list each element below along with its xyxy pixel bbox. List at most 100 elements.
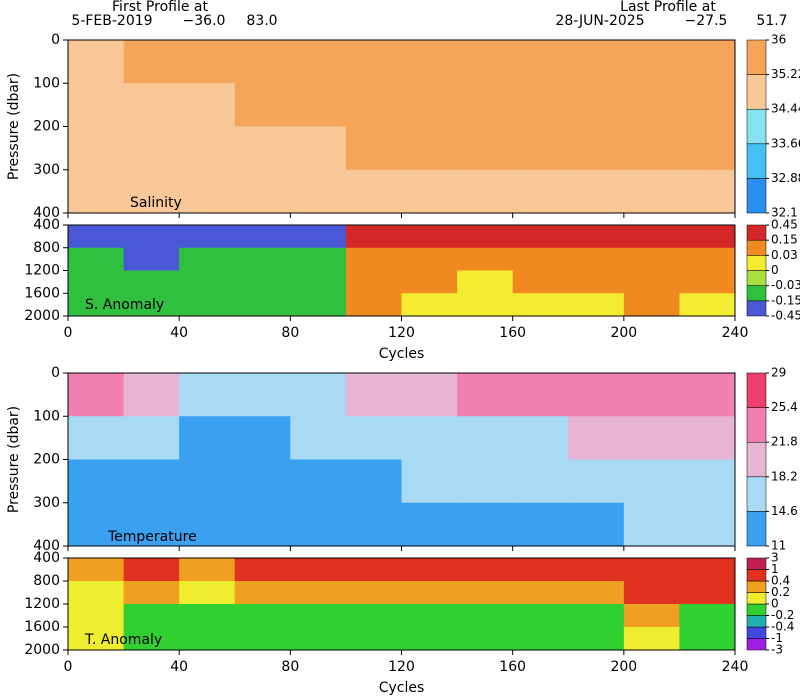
- cell: [512, 373, 569, 417]
- cell: [679, 40, 736, 84]
- cell: [179, 373, 236, 417]
- cell: [68, 459, 125, 504]
- cell: [68, 604, 125, 628]
- cell: [457, 247, 514, 271]
- y-tick-label: 800: [33, 573, 60, 589]
- colorbar-box: [746, 557, 767, 570]
- last-title: Last Profile at: [620, 0, 716, 15]
- cell: [179, 225, 236, 249]
- cell: [179, 416, 236, 460]
- cell: [345, 126, 402, 171]
- cell: [345, 558, 402, 582]
- colorbar-label: 18.2: [771, 469, 798, 483]
- cell: [123, 502, 180, 547]
- x-tick-label: 240: [722, 325, 749, 341]
- cell: [623, 502, 680, 547]
- last-lon: 51.7: [756, 13, 787, 29]
- colorbar-box: [746, 511, 767, 547]
- cell: [234, 373, 291, 417]
- y-tick-label: 1200: [24, 263, 60, 279]
- colorbar-box: [746, 178, 767, 214]
- cell: [568, 459, 625, 504]
- cell: [179, 558, 236, 582]
- cell: [290, 270, 347, 294]
- x-tick-label: 0: [64, 325, 73, 341]
- cell: [401, 270, 458, 294]
- cell: [623, 558, 680, 582]
- y-tick-label: 1200: [24, 596, 60, 612]
- colorbar-box: [746, 143, 767, 179]
- cell: [123, 247, 180, 271]
- colorbar-label: -0.45: [771, 309, 800, 323]
- cell: [290, 169, 347, 214]
- cell: [345, 40, 402, 84]
- colorbar-box: [746, 224, 767, 241]
- cell: [568, 247, 625, 271]
- colorbar-label: 0: [771, 263, 779, 277]
- cell: [234, 581, 291, 605]
- cell: [568, 604, 625, 628]
- cell: [68, 373, 125, 417]
- x-tick-label: 120: [388, 325, 415, 341]
- cell: [345, 270, 402, 294]
- cell: [457, 604, 514, 628]
- cell: [68, 502, 125, 547]
- colorbar-label: 35.22: [771, 67, 800, 81]
- colorbar-box: [746, 580, 767, 593]
- colorbar-box: [746, 615, 767, 628]
- colorbar-box: [746, 108, 767, 145]
- cell: [457, 40, 514, 84]
- cell: [123, 270, 180, 294]
- cell: [234, 627, 291, 651]
- cell: [401, 247, 458, 271]
- colorbar-label: -0.03: [771, 278, 800, 292]
- cell: [290, 225, 347, 249]
- first-date: 5-FEB-2019: [71, 13, 152, 29]
- cell: [401, 459, 458, 504]
- cell: [68, 293, 125, 317]
- y-tick-label: 0: [51, 32, 60, 48]
- cell: [457, 502, 514, 547]
- cell: [623, 83, 680, 127]
- cell: [568, 558, 625, 582]
- cell: [179, 293, 236, 317]
- cell: [401, 225, 458, 249]
- colorbar-box: [746, 74, 767, 110]
- cell: [345, 502, 402, 547]
- cell: [512, 459, 569, 504]
- cell: [679, 126, 736, 171]
- cell: [568, 502, 625, 547]
- y-tick-label: 400: [33, 538, 60, 554]
- cell: [623, 416, 680, 460]
- cell: [401, 293, 458, 317]
- y-tick-label: 0: [51, 365, 60, 381]
- cell: [679, 270, 736, 294]
- y-tick-label: 300: [33, 162, 60, 178]
- cell: [234, 247, 291, 271]
- cell: [234, 502, 291, 547]
- y-tick-label: 2000: [24, 308, 60, 324]
- cell: [68, 581, 125, 605]
- colorbar-label: 0.15: [771, 233, 798, 247]
- cell: [457, 293, 514, 317]
- cell: [401, 126, 458, 171]
- y-tick-label: 300: [33, 495, 60, 511]
- cell: [345, 581, 402, 605]
- y-tick-label: 800: [33, 240, 60, 256]
- cell: [679, 604, 736, 628]
- x-tick-label: 80: [281, 659, 299, 675]
- colorbar-label: 1: [771, 562, 779, 576]
- cell: [179, 502, 236, 547]
- cell: [345, 459, 402, 504]
- colorbar-label: -0.2: [771, 608, 794, 622]
- cell: [68, 247, 125, 271]
- cell: [68, 126, 125, 171]
- cell: [234, 225, 291, 249]
- cell: [123, 604, 180, 628]
- cell: [679, 169, 736, 214]
- cell: [679, 293, 736, 317]
- cell: [457, 459, 514, 504]
- colorbar-label: 29: [771, 366, 786, 380]
- cell: [345, 604, 402, 628]
- y-tick-label: 400: [33, 550, 60, 566]
